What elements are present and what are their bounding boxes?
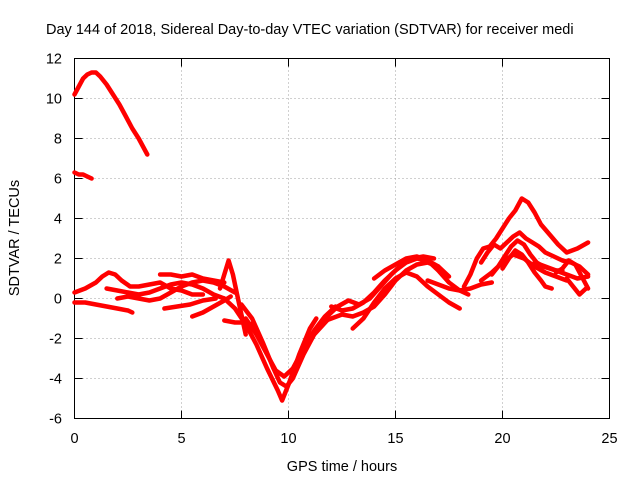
x-tick-label: 15 — [387, 431, 403, 447]
y-tick-label: -6 — [49, 412, 62, 428]
y-tick-label: 6 — [54, 172, 62, 188]
plot-frame — [74, 58, 610, 419]
series-arc-u — [461, 196, 591, 289]
x-axis-label: GPS time / hours — [287, 459, 397, 475]
y-tick-label: 12 — [46, 52, 62, 68]
series-arc-ab — [478, 252, 569, 283]
series-arc-aa — [564, 276, 589, 297]
axis-ticks — [74, 58, 610, 419]
y-tick-label: -2 — [49, 332, 62, 348]
y-tick-label: -4 — [49, 372, 62, 388]
series-arc-b — [72, 170, 94, 181]
series-arc-o — [318, 260, 441, 325]
series-arc-h — [162, 296, 218, 311]
series-arc-n — [243, 304, 338, 379]
series-arc-y — [532, 260, 591, 281]
series-arc-g — [157, 272, 227, 285]
y-tick-label: 2 — [54, 252, 62, 268]
x-tick-label: 5 — [177, 431, 185, 447]
x-tick-label: 10 — [280, 431, 296, 447]
x-tick-label: 25 — [601, 431, 617, 447]
x-tick-label: 0 — [70, 431, 78, 447]
series-arc-s — [371, 254, 471, 297]
y-axis-label: SDTVAR / TECUs — [7, 180, 23, 296]
chart-title: Day 144 of 2018, Sidereal Day-to-day VTE… — [46, 22, 574, 38]
series-arc-e — [104, 280, 227, 301]
y-tick-label: 4 — [54, 212, 62, 228]
series-arc-d — [72, 300, 135, 315]
data-series — [72, 70, 591, 403]
series-arc-a — [72, 70, 150, 157]
y-tick-label: 10 — [46, 92, 62, 108]
series-arc-r — [350, 270, 462, 331]
series-arc-m — [239, 302, 330, 389]
tick-labels: 0 5 10 15 20 25 -6 -4 -2 0 2 4 6 8 10 12 — [46, 52, 618, 448]
y-tick-label: 0 — [54, 292, 62, 308]
x-tick-label: 20 — [494, 431, 510, 447]
series-arc-t — [425, 278, 495, 293]
grid-lines — [74, 58, 610, 419]
series-arc-f — [115, 278, 238, 303]
y-tick-label: 8 — [54, 132, 62, 148]
series-arc-z — [553, 258, 591, 291]
